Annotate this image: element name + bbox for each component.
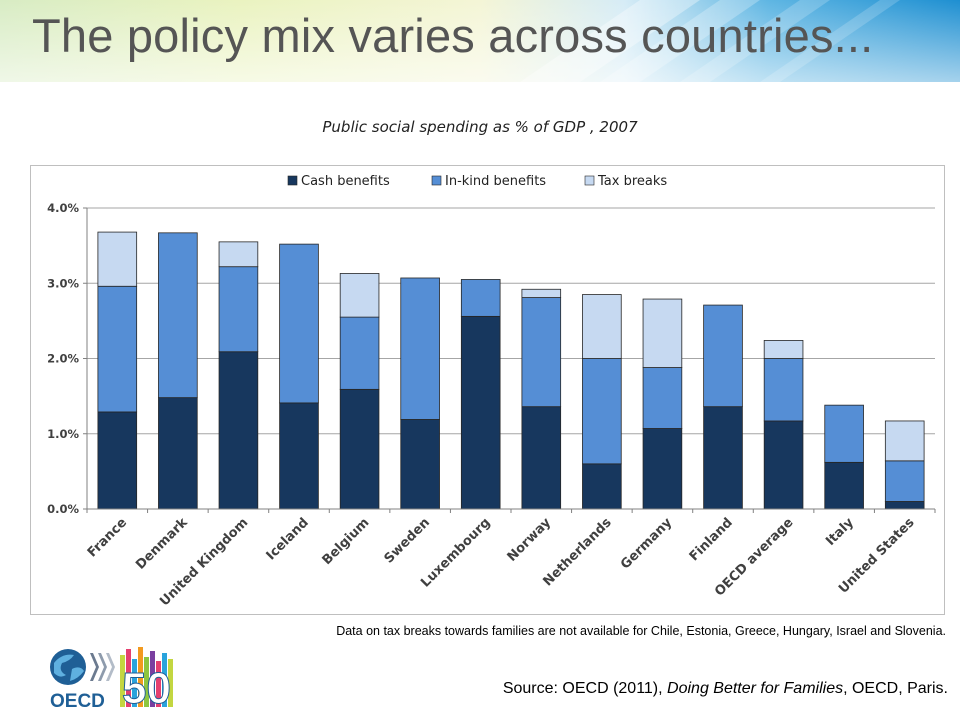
- y-tick-label: 4.0%: [47, 201, 79, 215]
- bar-segment: [97, 411, 138, 510]
- bar-segment: [582, 358, 622, 465]
- x-tick-label: Belgium: [320, 515, 373, 568]
- x-tick-label: Iceland: [264, 515, 312, 563]
- bar-segment: [279, 243, 319, 404]
- x-tick-label: Sweden: [382, 515, 433, 566]
- y-tick-label: 1.0%: [47, 427, 79, 441]
- x-tick-label: Finland: [687, 515, 736, 564]
- legend-swatch: [584, 175, 595, 186]
- bar-segment: [642, 367, 683, 429]
- footnote: Data on tax breaks towards families are …: [336, 624, 946, 638]
- bar-segment: [460, 315, 501, 510]
- bar-segment: [824, 461, 864, 510]
- bar-segment: [703, 304, 743, 408]
- bar-segment: [158, 232, 198, 399]
- bar-segment: [218, 241, 259, 268]
- bar-segment: [884, 420, 925, 462]
- logo-org-text: OECD: [50, 691, 105, 712]
- y-tick-label: 0.0%: [47, 502, 79, 516]
- slide-title: The policy mix varies across countries..…: [32, 9, 874, 62]
- bar-segment: [339, 273, 380, 318]
- bar-segment: [642, 298, 683, 368]
- bar-segment: [763, 340, 804, 359]
- source-publication: Doing Better for Families: [667, 680, 844, 697]
- legend-label: Tax breaks: [597, 174, 667, 189]
- bar-segment: [97, 285, 138, 413]
- bar-segment: [642, 428, 683, 510]
- bar-segment: [884, 460, 925, 502]
- bar-segment: [158, 397, 198, 510]
- bar-segment: [763, 420, 804, 510]
- bar-segment: [339, 388, 380, 510]
- bar-segment: [521, 406, 562, 510]
- bar-segment: [218, 266, 259, 353]
- header-decoration: [0, 0, 960, 82]
- chevrons-icon: [90, 653, 115, 681]
- source-prefix: Source: OECD (2011),: [502, 680, 668, 697]
- bar-segment: [582, 294, 622, 359]
- bar-segment: [582, 463, 622, 510]
- bar-segment: [884, 501, 925, 510]
- legend-label: Cash benefits: [301, 174, 390, 189]
- bar-segment: [521, 288, 562, 298]
- logo-anniversary-text: 50: [122, 664, 171, 713]
- legend-label: In-kind benefits: [445, 174, 546, 189]
- chart-legend: Cash benefits In-kind benefits Tax breaks: [287, 174, 667, 189]
- bar-segment: [763, 358, 804, 422]
- bar-segment: [400, 277, 440, 420]
- stacked-bar-chart: Cash benefits In-kind benefits Tax breaks …: [47, 174, 936, 609]
- chart-bars: [97, 231, 925, 510]
- anniversary-bars-icon: [120, 647, 173, 707]
- x-tick-label: Germany: [618, 515, 676, 573]
- bar-segment: [339, 316, 380, 390]
- x-tick-label: Denmark: [133, 515, 191, 573]
- y-tick-label: 2.0%: [47, 352, 79, 366]
- legend-swatch: [431, 175, 442, 186]
- x-tick-label: France: [85, 515, 130, 560]
- bar-segment: [460, 279, 501, 317]
- bar-segment: [218, 351, 259, 510]
- bar-segment: [400, 419, 440, 510]
- bar-segment: [279, 402, 319, 510]
- chart-gridlines: [87, 207, 935, 510]
- bar-segment: [824, 404, 864, 463]
- oecd-50-logo: OECD 50: [50, 647, 173, 713]
- source-suffix: , OECD, Paris.: [843, 680, 948, 697]
- x-tick-label: Italy: [823, 515, 857, 549]
- y-axis: 0.0% 1.0% 2.0% 3.0% 4.0%: [47, 201, 88, 516]
- bar-segment: [703, 406, 743, 510]
- legend-swatch: [287, 175, 298, 186]
- bar-segment: [521, 297, 562, 408]
- y-tick-label: 3.0%: [47, 276, 79, 290]
- globe-icon: [50, 649, 86, 685]
- chart-title: Public social spending as % of GDP , 200…: [322, 118, 638, 136]
- source-citation: Source: OECD (2011), Doing Better for Fa…: [503, 680, 948, 698]
- x-tick-label: Norway: [505, 515, 555, 565]
- bar-segment: [97, 231, 138, 287]
